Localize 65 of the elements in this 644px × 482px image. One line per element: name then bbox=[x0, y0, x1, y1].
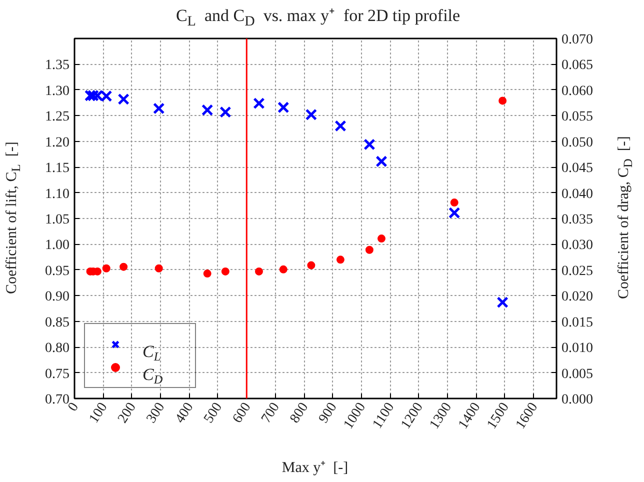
point bbox=[253, 97, 265, 110]
point bbox=[120, 262, 128, 271]
y2-tick-label: 0.005 bbox=[562, 366, 593, 382]
y-tick-label: 1.05 bbox=[45, 212, 70, 228]
y-tick-label: 0.85 bbox=[45, 315, 70, 330]
y-tick-label: 1.25 bbox=[45, 110, 70, 125]
y-tick-label: 0.80 bbox=[45, 341, 70, 356]
point bbox=[450, 198, 458, 207]
y2-tick-label: 0.015 bbox=[562, 315, 593, 330]
point bbox=[376, 156, 388, 168]
y-tick-label: 0.70 bbox=[45, 392, 70, 408]
y2-tick-label: 0.055 bbox=[562, 110, 593, 125]
point bbox=[278, 102, 290, 114]
y2-tick-label: 0.045 bbox=[562, 161, 593, 176]
y2-tick-label: 0.050 bbox=[562, 135, 593, 150]
point bbox=[201, 104, 214, 116]
point bbox=[153, 102, 165, 114]
point bbox=[334, 120, 346, 132]
point bbox=[221, 267, 230, 276]
y2-tick-label: 0.020 bbox=[562, 290, 593, 305]
x-tick-label: 300 bbox=[144, 400, 168, 426]
x-tick-label: 700 bbox=[258, 400, 283, 426]
point bbox=[377, 234, 386, 243]
y2-tick-label: 0.000 bbox=[562, 392, 593, 408]
point bbox=[307, 261, 316, 270]
point bbox=[254, 267, 263, 276]
y2-tick-label: 0.040 bbox=[562, 186, 593, 202]
x-tick-label: 500 bbox=[202, 400, 226, 426]
x-tick-label: 200 bbox=[115, 400, 140, 426]
y-tick-label: 0.95 bbox=[45, 264, 70, 279]
x-tick-label: 100 bbox=[86, 400, 111, 426]
y-tick-label: 1.00 bbox=[45, 238, 70, 254]
point bbox=[118, 93, 130, 106]
y-tick-label: 1.15 bbox=[45, 161, 70, 176]
x-tick-label: 400 bbox=[172, 400, 197, 426]
y-tick-label: 1.30 bbox=[45, 84, 70, 99]
x-tick-label: 900 bbox=[316, 400, 340, 426]
y-tick-label: 0.75 bbox=[45, 366, 70, 382]
y2-tick-label: 0.065 bbox=[562, 58, 593, 74]
chart-title: C$_{L}$ and C$_{D}$ vs. max y⁺ for 2D tip profile bbox=[174, 5, 462, 32]
y2-tick-label: 0.070 bbox=[562, 32, 593, 48]
y2-tick-label: 0.035 bbox=[562, 212, 593, 228]
point bbox=[496, 296, 508, 308]
x-axis-title: Max y⁺ [-] bbox=[280, 459, 350, 478]
point bbox=[220, 106, 232, 118]
point bbox=[364, 138, 376, 150]
point bbox=[336, 256, 344, 264]
y-tick-label: 1.10 bbox=[45, 186, 70, 202]
y-tick-label: 1.20 bbox=[45, 135, 70, 150]
point bbox=[305, 108, 318, 120]
point bbox=[154, 264, 163, 272]
y2-tick-label: 0.030 bbox=[562, 238, 593, 254]
point bbox=[365, 246, 374, 254]
point bbox=[203, 270, 212, 278]
y2-tick-label: 0.010 bbox=[562, 341, 593, 356]
x-tick-label: 600 bbox=[230, 400, 254, 426]
point bbox=[448, 206, 460, 219]
y-tick-label: 1.35 bbox=[45, 58, 70, 74]
point bbox=[279, 265, 288, 274]
y2-tick-label: 0.025 bbox=[562, 264, 593, 279]
point bbox=[102, 264, 110, 272]
x-tick-label: 800 bbox=[288, 400, 312, 426]
point bbox=[498, 96, 507, 105]
y2-tick-label: 0.060 bbox=[562, 84, 593, 99]
y-tick-label: 0.90 bbox=[45, 290, 70, 305]
